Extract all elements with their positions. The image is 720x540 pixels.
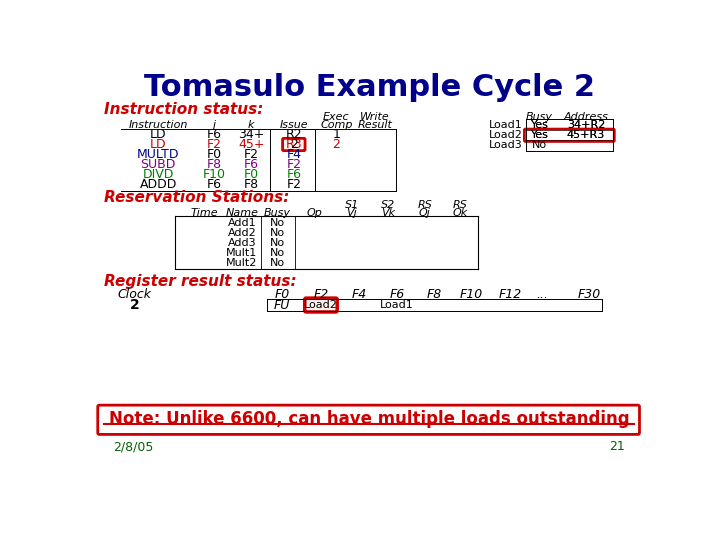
Text: Clock: Clock [118, 288, 152, 301]
Text: Load3: Load3 [489, 140, 523, 150]
Text: FU: FU [274, 299, 290, 312]
Text: No: No [270, 228, 285, 238]
Text: Result: Result [358, 120, 392, 130]
Text: Vk: Vk [382, 208, 395, 218]
Text: Time: Time [191, 208, 218, 218]
Text: F0: F0 [243, 168, 258, 181]
Text: F12: F12 [498, 288, 522, 301]
Text: RS: RS [453, 200, 468, 210]
Text: R3: R3 [286, 138, 302, 151]
Text: j: j [212, 120, 215, 130]
Text: F4: F4 [287, 148, 302, 161]
Text: F2: F2 [207, 138, 222, 151]
Text: 2: 2 [333, 138, 341, 151]
Text: Reservation Stations:: Reservation Stations: [104, 190, 289, 205]
Text: Issue: Issue [279, 120, 308, 130]
Text: Yes: Yes [531, 120, 549, 130]
Text: Load2: Load2 [489, 130, 523, 140]
Text: 34+R2: 34+R2 [567, 120, 606, 130]
Text: ADDD: ADDD [140, 178, 177, 191]
Text: Comp: Comp [320, 120, 353, 130]
Text: Mult1: Mult1 [226, 248, 258, 258]
Text: No: No [532, 140, 547, 150]
Text: Load1: Load1 [489, 120, 523, 130]
Text: Note: Unlike 6600, can have multiple loads outstanding: Note: Unlike 6600, can have multiple loa… [109, 410, 629, 428]
FancyBboxPatch shape [282, 138, 305, 151]
Text: Load1: Load1 [380, 300, 414, 310]
Text: Exec: Exec [323, 112, 350, 122]
Text: Add2: Add2 [228, 228, 256, 238]
Text: Tomasulo Example Cycle 2: Tomasulo Example Cycle 2 [143, 73, 595, 103]
Text: RS: RS [418, 200, 432, 210]
Text: Yes: Yes [531, 130, 549, 140]
FancyBboxPatch shape [524, 129, 614, 141]
Text: F2: F2 [287, 178, 302, 191]
Text: 34+R2: 34+R2 [567, 120, 606, 130]
Text: 2/8/05: 2/8/05 [113, 440, 153, 453]
Text: 2: 2 [130, 298, 140, 312]
Text: F6: F6 [390, 288, 405, 301]
Text: k: k [248, 120, 254, 130]
FancyBboxPatch shape [305, 298, 337, 312]
Text: 2: 2 [290, 138, 298, 151]
Text: F0: F0 [207, 148, 222, 161]
Text: F2: F2 [313, 288, 328, 301]
Text: LD: LD [150, 129, 166, 141]
Text: No: No [270, 238, 285, 248]
Text: 45+R3: 45+R3 [567, 130, 605, 140]
Text: F8: F8 [243, 178, 258, 191]
Text: Instruction: Instruction [128, 120, 188, 130]
Text: SUBD: SUBD [140, 158, 176, 171]
Text: Qj: Qj [419, 208, 431, 218]
Text: 45+: 45+ [238, 138, 264, 151]
Text: Busy: Busy [526, 112, 553, 122]
Text: Busy: Busy [264, 208, 291, 218]
Text: F0: F0 [274, 288, 290, 301]
Text: 34+: 34+ [238, 129, 264, 141]
Text: S2: S2 [382, 200, 395, 210]
Text: F10: F10 [202, 168, 225, 181]
Text: R2: R2 [286, 129, 302, 141]
Text: LD: LD [150, 138, 166, 151]
Text: MULTD: MULTD [137, 148, 179, 161]
Text: Mult2: Mult2 [226, 258, 258, 268]
Text: 45+R3: 45+R3 [567, 130, 605, 140]
Text: Yes: Yes [531, 120, 549, 130]
Text: F10: F10 [459, 288, 483, 301]
Text: ...: ... [536, 288, 549, 301]
Text: F4: F4 [352, 288, 367, 301]
Text: Name: Name [225, 208, 258, 218]
Text: F8: F8 [207, 158, 222, 171]
Text: Yes: Yes [531, 130, 549, 140]
Text: F6: F6 [243, 158, 258, 171]
Text: Add1: Add1 [228, 218, 256, 228]
Text: F2: F2 [287, 158, 302, 171]
Text: Load2: Load2 [304, 300, 338, 310]
Text: 21: 21 [609, 440, 625, 453]
Text: Op: Op [307, 208, 323, 218]
Text: S1: S1 [345, 200, 359, 210]
Text: F6: F6 [207, 178, 222, 191]
Text: Register result status:: Register result status: [104, 274, 297, 289]
Text: Add3: Add3 [228, 238, 256, 248]
Text: Qk: Qk [453, 208, 468, 218]
Text: Write: Write [360, 112, 390, 122]
Text: DIVD: DIVD [143, 168, 174, 181]
Text: F8: F8 [426, 288, 442, 301]
Text: No: No [270, 218, 285, 228]
Text: F6: F6 [287, 168, 302, 181]
FancyBboxPatch shape [98, 405, 639, 434]
Text: 1: 1 [333, 129, 341, 141]
Text: F6: F6 [207, 129, 222, 141]
Text: Address: Address [564, 112, 608, 122]
Text: F2: F2 [243, 148, 258, 161]
Text: Instruction status:: Instruction status: [104, 102, 264, 117]
Text: No: No [270, 258, 285, 268]
Text: Vj: Vj [346, 208, 357, 218]
Text: F30: F30 [577, 288, 600, 301]
Text: No: No [270, 248, 285, 258]
